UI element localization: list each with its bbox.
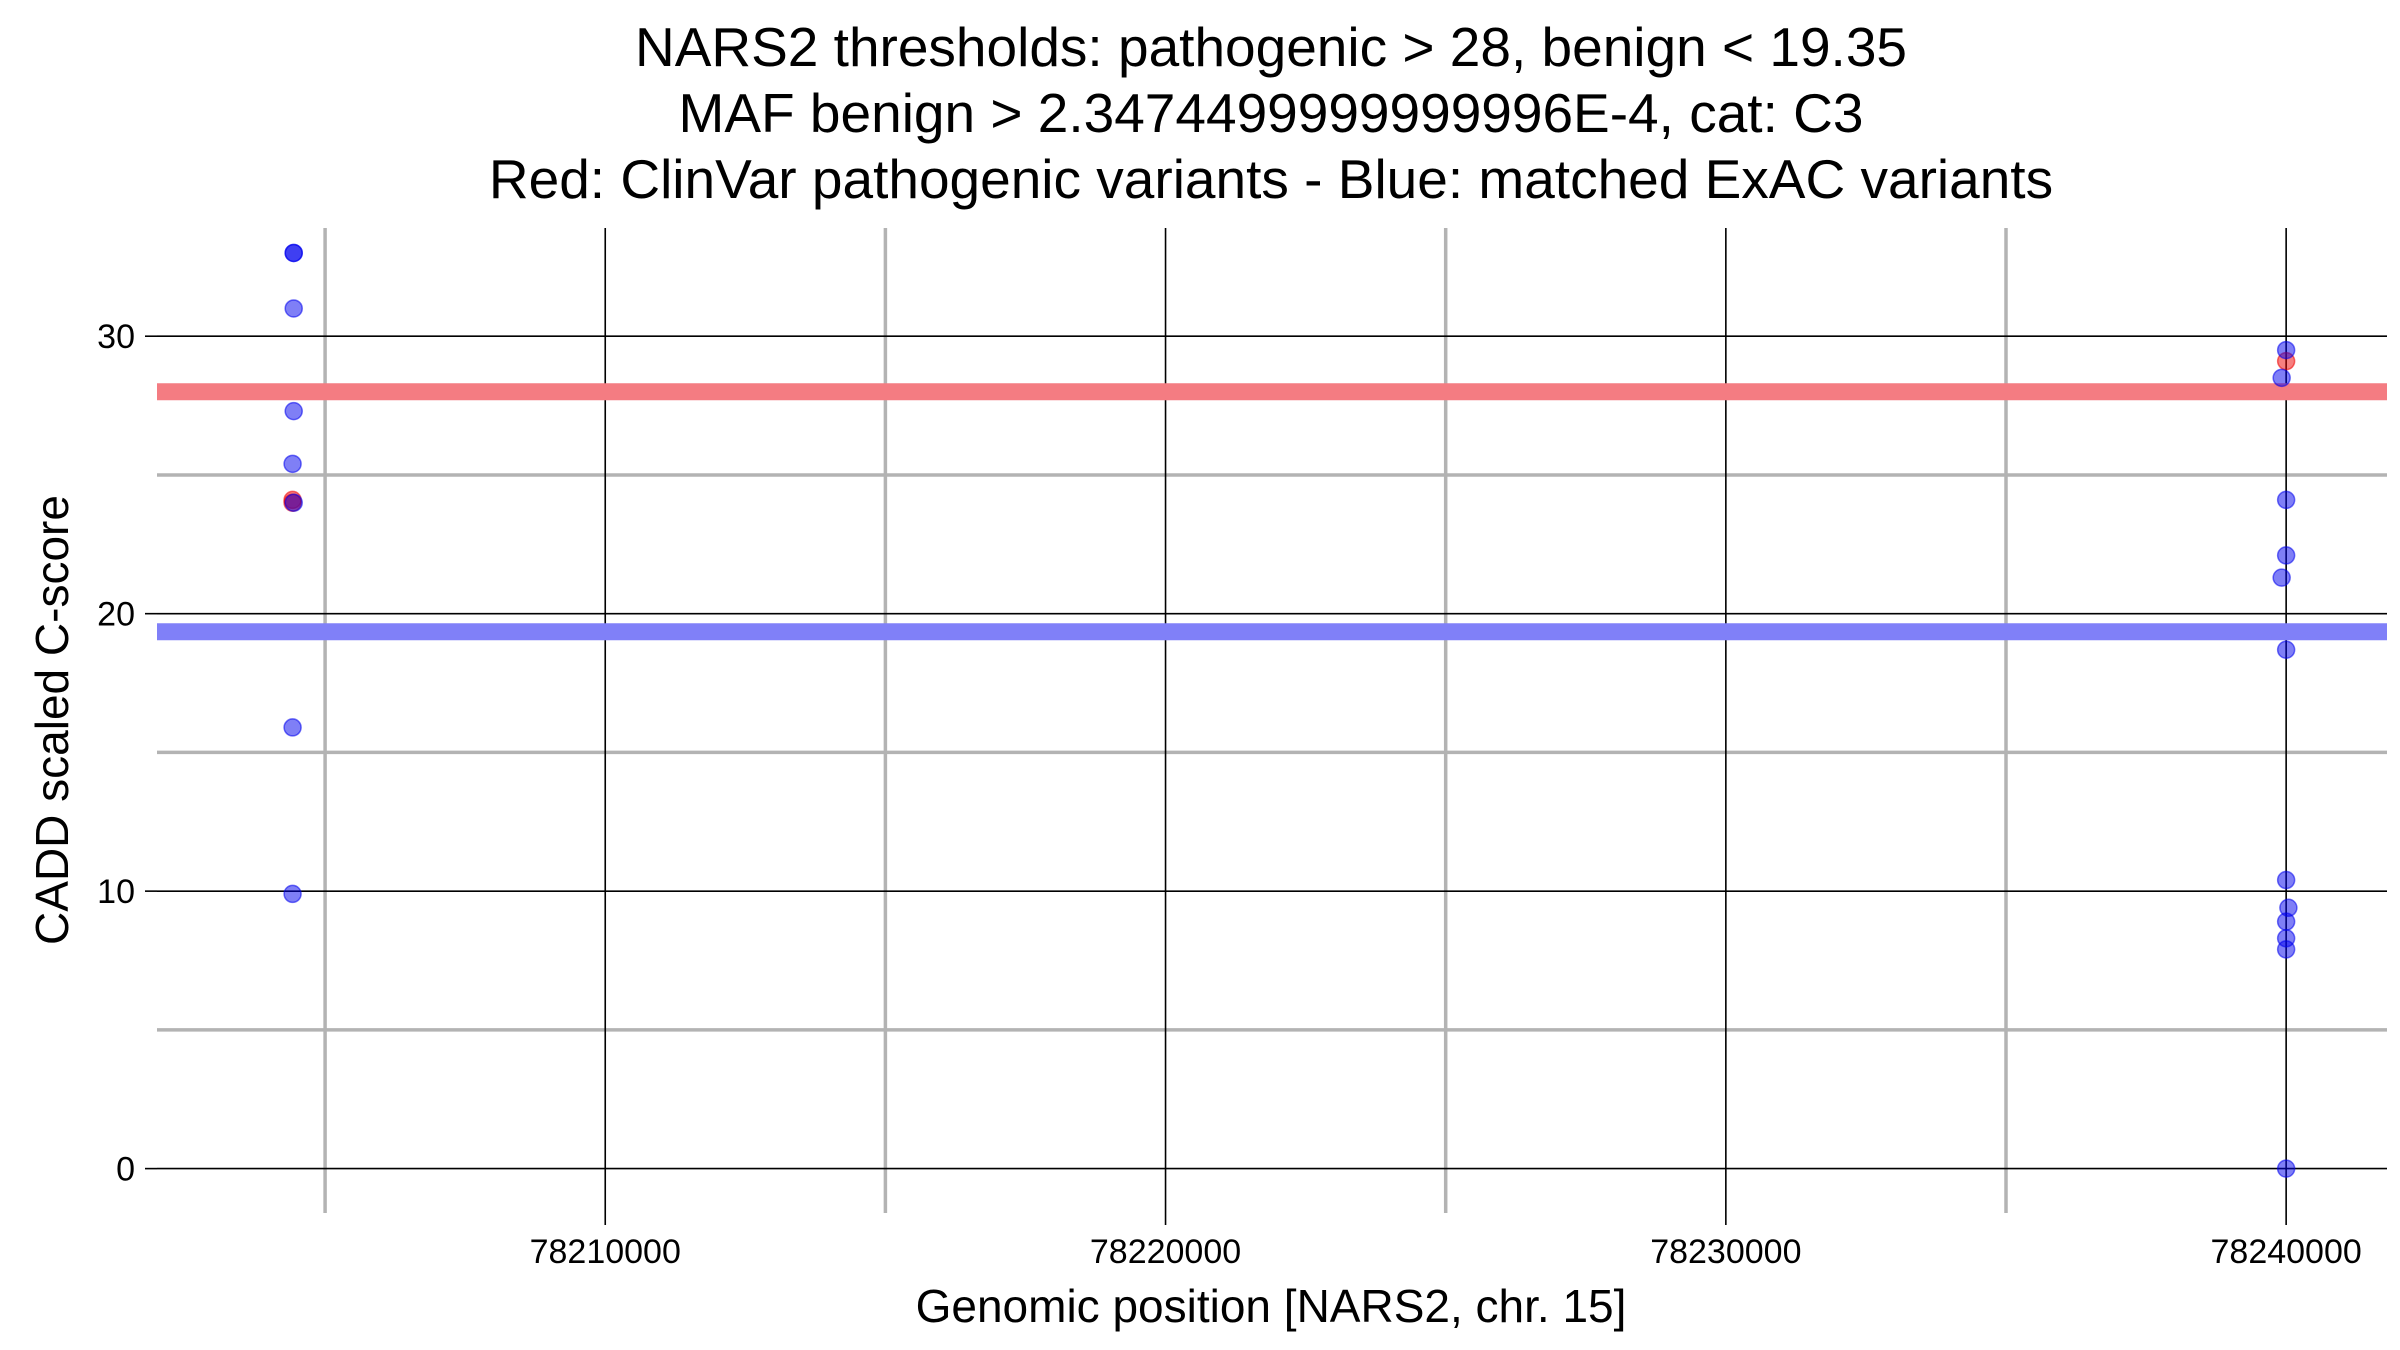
exac-point xyxy=(2276,1159,2296,1178)
exac-point xyxy=(284,493,303,512)
x-tick-label: 78230000 xyxy=(1650,1233,1801,1271)
major-gridlines xyxy=(157,228,2387,1213)
y-axis: 0 10 20 30 xyxy=(97,318,157,1189)
exac-point xyxy=(284,243,303,263)
exac-point xyxy=(2276,490,2296,510)
exac-point xyxy=(2276,546,2296,565)
exac-point xyxy=(284,299,303,318)
x-tick-label: 78240000 xyxy=(2211,1233,2362,1271)
x-axis-title: Genomic position [NARS2, chr. 15] xyxy=(916,1280,1627,1332)
x-tick-label: 78220000 xyxy=(1090,1233,1241,1271)
y-axis-title: CADD scaled C-score xyxy=(26,495,78,945)
data-points xyxy=(283,243,2298,1178)
exac-point xyxy=(2276,340,2296,360)
exac-point xyxy=(2276,640,2296,659)
exac-point xyxy=(2276,870,2296,890)
title-line-1: NARS2 thresholds: pathogenic > 28, benig… xyxy=(635,16,1907,78)
threshold-lines xyxy=(157,383,2387,641)
y-tick-label: 30 xyxy=(97,318,135,356)
title-line-2: MAF benign > 2.3474499999999996E-4, cat:… xyxy=(679,82,1864,144)
exac-point xyxy=(283,454,302,474)
title-line-3: Red: ClinVar pathogenic variants - Blue:… xyxy=(489,148,2053,210)
chart-title: NARS2 thresholds: pathogenic > 28, benig… xyxy=(489,16,2053,210)
y-tick-label: 20 xyxy=(97,596,135,634)
exac-point xyxy=(2272,368,2291,388)
y-tick-label: 0 xyxy=(116,1151,135,1189)
y-tick-label: 10 xyxy=(97,873,135,911)
x-tick-label: 78210000 xyxy=(530,1233,681,1271)
x-axis: 78210000 78220000 78230000 78240000 xyxy=(530,1213,2362,1271)
exac-point xyxy=(283,884,302,904)
exac-point xyxy=(2272,568,2291,587)
exac-point xyxy=(2276,912,2296,931)
exac-point xyxy=(284,401,303,421)
exac-point xyxy=(2276,940,2296,959)
minor-gridlines xyxy=(157,228,2387,1213)
exac-point xyxy=(283,718,302,737)
